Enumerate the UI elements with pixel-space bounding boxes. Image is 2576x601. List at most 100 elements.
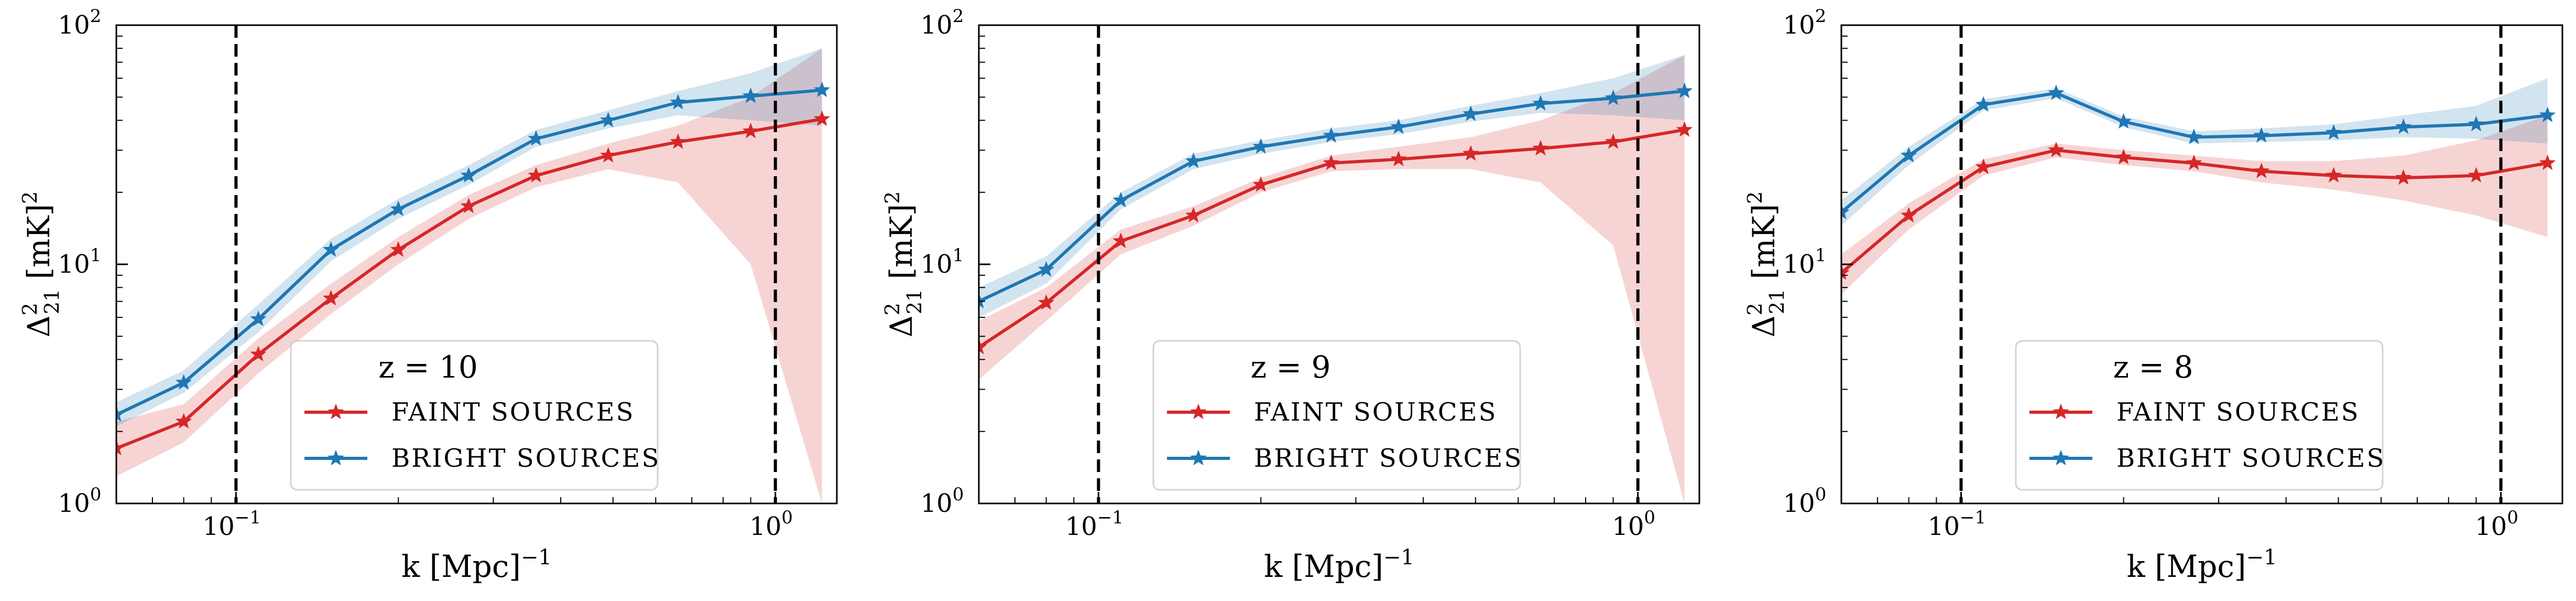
y-tick-label: 100 <box>58 484 102 518</box>
legend-marker-faint <box>2053 403 2069 420</box>
data-point-bright <box>1676 82 1693 99</box>
x-axis-label: k [Mpc]−1 <box>401 545 552 584</box>
legend-label-bright: BRIGHT SOURCES <box>2116 444 2385 473</box>
y-axis-label: Δ221 [mK]2 <box>881 191 926 338</box>
x-tick-label: 10−1 <box>1928 507 1986 541</box>
data-point-faint <box>1604 133 1622 149</box>
y-tick-label: 102 <box>58 6 102 40</box>
data-point-bright <box>1841 203 1850 220</box>
data-point-bright <box>1604 89 1622 105</box>
plot-area <box>979 25 1693 503</box>
uncertainty-band-faint <box>979 55 1685 503</box>
x-tick-label: 10−1 <box>1065 507 1123 541</box>
data-point-bright <box>670 93 686 110</box>
x-tick-label: 100 <box>2475 507 2518 541</box>
data-point-faint <box>1532 139 1549 156</box>
legend-box <box>290 340 659 491</box>
legend-marker-faint <box>328 403 344 420</box>
data-point-bright <box>2253 127 2270 143</box>
legend-entry-bright: BRIGHT SOURCES <box>304 444 660 473</box>
data-point-bright <box>1975 96 1992 112</box>
data-point-faint <box>390 241 407 257</box>
legend-entry-faint: FAINT SOURCES <box>304 398 635 427</box>
legend-label-bright: BRIGHT SOURCES <box>1254 444 1523 473</box>
data-point-faint <box>1390 151 1407 166</box>
y-tick-label: 101 <box>58 245 102 279</box>
data-point-faint <box>460 197 477 213</box>
data-point-bright <box>2395 118 2412 134</box>
plot-area <box>116 25 831 503</box>
legend-title: z = 8 <box>2113 349 2193 385</box>
data-point-bright <box>2186 128 2202 144</box>
legend-marker-bright <box>2053 449 2069 466</box>
y-tick-label: 101 <box>1783 245 1827 279</box>
y-tick-label: 100 <box>921 484 964 518</box>
data-point-faint <box>1323 154 1340 170</box>
data-point-faint <box>1975 158 1992 174</box>
y-tick-label: 100 <box>1783 484 1827 518</box>
legend-marker-bright <box>328 449 344 466</box>
legend-entry-bright: BRIGHT SOURCES <box>1167 444 1523 473</box>
data-point-faint <box>600 147 617 163</box>
legend-box <box>2015 340 2384 491</box>
data-point-bright <box>323 241 340 257</box>
data-point-bright <box>1112 191 1129 208</box>
data-point-bright <box>2325 124 2342 140</box>
legend-label-faint: FAINT SOURCES <box>2116 398 2360 427</box>
legend-marker-bright <box>1190 449 1207 466</box>
uncertainty-band-bright <box>116 48 822 427</box>
legend-box <box>1152 340 1521 491</box>
data-point-bright <box>600 112 617 127</box>
data-point-faint <box>1038 294 1055 310</box>
data-point-faint <box>2253 163 2270 178</box>
legend: z = 9 FAINT SOURCES BRIGHT SOURCES <box>1152 340 1523 491</box>
data-point-bright <box>1390 118 1407 134</box>
legend-label-faint: FAINT SOURCES <box>391 398 635 427</box>
data-point-bright <box>1185 152 1202 168</box>
data-point-faint <box>670 133 686 149</box>
data-point-bright <box>390 200 407 217</box>
data-point-bright <box>1901 147 1917 163</box>
chart-panel-3: 10−1 100 100 101 102 k [Mpc]−1 Δ221 [mK]2 z = 8… <box>1743 6 2563 584</box>
data-point-faint <box>175 413 192 429</box>
data-point-faint <box>1462 145 1479 161</box>
uncertainty-band-bright <box>979 55 1685 318</box>
x-tick-label: 10−1 <box>203 507 261 541</box>
data-point-bright <box>1252 138 1269 154</box>
data-point-faint <box>1185 207 1202 223</box>
x-axis-label: k [Mpc]−1 <box>1264 545 1414 584</box>
data-point-faint <box>2539 154 2556 170</box>
y-tick-label: 102 <box>1783 6 1827 40</box>
legend: z = 8 FAINT SOURCES BRIGHT SOURCES <box>2015 340 2385 491</box>
data-point-faint <box>742 122 759 138</box>
legend-label-bright: BRIGHT SOURCES <box>391 444 660 473</box>
data-point-bright <box>175 374 192 390</box>
data-point-faint <box>2468 167 2485 183</box>
legend-entry-bright: BRIGHT SOURCES <box>2029 444 2385 473</box>
data-point-bright <box>2048 84 2065 100</box>
legend-title: z = 9 <box>1251 349 1331 385</box>
data-point-faint <box>1252 176 1269 192</box>
data-point-faint <box>323 289 340 306</box>
uncertainty-band-faint <box>116 48 822 503</box>
x-tick-label: 100 <box>1612 507 1655 541</box>
data-point-bright <box>979 293 987 308</box>
data-point-faint <box>2115 148 2132 165</box>
data-point-bright <box>2539 106 2556 123</box>
x-axis-label: k [Mpc]−1 <box>2127 545 2277 584</box>
data-point-faint <box>250 346 267 362</box>
data-point-bright <box>116 406 125 422</box>
chart-panel-2: 10−1 100 100 101 102 k [Mpc]−1 Δ221 [mK]2 z = 9… <box>881 6 1700 584</box>
legend-entry-faint: FAINT SOURCES <box>2029 398 2360 427</box>
data-point-faint <box>1112 232 1129 249</box>
data-point-faint <box>1901 207 1917 223</box>
legend-entry-faint: FAINT SOURCES <box>1167 398 1496 427</box>
data-point-faint <box>979 338 987 355</box>
data-point-faint <box>2186 154 2202 170</box>
y-axis-label: Δ221 [mK]2 <box>1743 191 1788 338</box>
data-point-bright <box>460 167 477 183</box>
x-tick-label: 100 <box>749 507 793 541</box>
data-point-faint <box>528 167 544 183</box>
y-axis-label: Δ221 [mK]2 <box>18 191 63 338</box>
